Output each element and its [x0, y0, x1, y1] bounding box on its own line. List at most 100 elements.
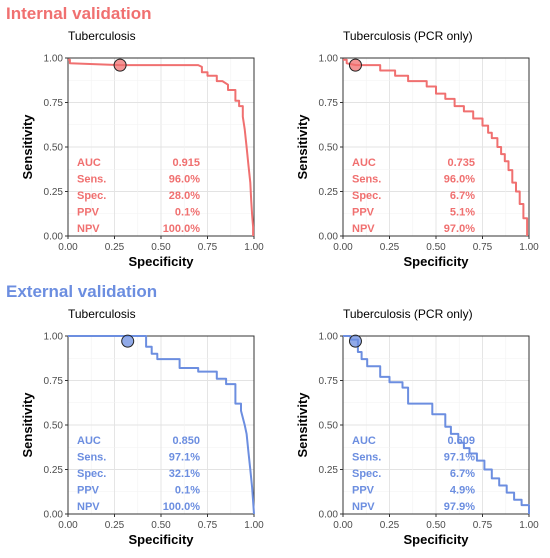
x-tick-label: 0.50: [151, 242, 171, 253]
stat-label: Spec.: [352, 190, 381, 202]
x-tick-label: 1.00: [519, 520, 539, 531]
stat-label: Spec.: [77, 468, 106, 480]
x-tick-label: 0.75: [198, 520, 218, 531]
x-tick-label: 0.25: [105, 242, 125, 253]
y-axis-label: Sensitivity: [295, 114, 310, 180]
stat-label: NPV: [77, 501, 100, 513]
y-tick-label: 1.00: [44, 332, 64, 343]
stat-value: 32.1%: [169, 468, 200, 480]
operating-point-marker: [348, 58, 362, 72]
stat-label: NPV: [77, 223, 100, 235]
stat-value: 0.609: [447, 435, 475, 447]
stat-label: PPV: [77, 207, 100, 219]
stat-value: 0.915: [172, 157, 200, 169]
stat-value: 96.0%: [169, 174, 200, 186]
x-axis-label: Specificity: [403, 254, 469, 269]
x-tick-label: 0.25: [380, 520, 400, 531]
stat-value: 96.0%: [444, 174, 475, 186]
y-tick-label: 0.75: [44, 376, 64, 387]
chart-title: Tuberculosis (PCR only): [343, 29, 473, 43]
y-tick-label: 0.25: [44, 187, 64, 198]
section-title-external: External validation: [6, 282, 158, 301]
y-tick-label: 1.00: [319, 54, 339, 65]
roc-chart-external-tuberculosis: Tuberculosis 0.00 0.25 0.50 0.75 1.00 0.00 0.25…: [20, 307, 264, 547]
stat-label: Spec.: [77, 190, 106, 202]
x-tick-label: 1.00: [519, 242, 539, 253]
x-tick-label: 0.25: [380, 242, 400, 253]
stat-label: Sens.: [77, 452, 106, 464]
stat-value: 97.1%: [444, 452, 475, 464]
x-tick-label: 1.00: [244, 242, 264, 253]
x-tick-label: 1.00: [244, 520, 264, 531]
y-tick-label: 0.00: [319, 510, 339, 521]
y-tick-label: 0.25: [44, 465, 64, 476]
stat-value: 5.1%: [450, 207, 475, 219]
y-axis-label: Sensitivity: [20, 114, 35, 180]
roc-chart-external-tuberculosis-pcr: Tuberculosis (PCR only) 0.00 0.25 0.50 0.75 1…: [295, 307, 539, 547]
y-tick-label: 0.50: [319, 143, 339, 154]
y-tick-label: 0.50: [44, 421, 64, 432]
x-axis-label: Specificity: [128, 254, 194, 269]
stat-label: PPV: [77, 485, 100, 497]
chart-title: Tuberculosis: [68, 307, 136, 321]
x-tick-label: 0.00: [333, 520, 353, 531]
stat-value: 0.850: [172, 435, 200, 447]
x-axis-label: Specificity: [403, 532, 469, 547]
stat-label: AUC: [352, 435, 376, 447]
roc-curve-line: [343, 335, 530, 514]
y-tick-label: 0.75: [319, 376, 339, 387]
y-tick-label: 1.00: [44, 54, 64, 65]
stat-value: 0.1%: [175, 485, 200, 497]
stat-label: PPV: [352, 207, 375, 219]
stat-label: Sens.: [352, 174, 381, 186]
x-tick-label: 0.00: [58, 520, 78, 531]
chart-title: Tuberculosis (PCR only): [343, 307, 473, 321]
y-tick-label: 0.50: [44, 143, 64, 154]
stat-label: Sens.: [352, 452, 381, 464]
stat-value: 6.7%: [450, 190, 475, 202]
x-tick-label: 0.50: [151, 520, 171, 531]
stat-label: AUC: [77, 157, 101, 169]
x-tick-label: 0.75: [198, 242, 218, 253]
x-tick-label: 0.00: [333, 242, 353, 253]
stat-value: 6.7%: [450, 468, 475, 480]
stat-value: 97.0%: [444, 223, 475, 235]
roc-curve-line: [68, 335, 255, 515]
stat-label: NPV: [352, 501, 375, 513]
stat-label: AUC: [352, 157, 376, 169]
y-tick-label: 0.75: [44, 98, 64, 109]
stat-label: Sens.: [77, 174, 106, 186]
y-tick-label: 0.75: [319, 98, 339, 109]
x-tick-label: 0.50: [426, 242, 446, 253]
y-tick-label: 1.00: [319, 332, 339, 343]
stat-value: 0.735: [447, 157, 475, 169]
operating-point-marker: [113, 58, 127, 72]
stat-value: 4.9%: [450, 485, 475, 497]
roc-curve-line: [68, 58, 255, 236]
y-tick-label: 0.50: [319, 421, 339, 432]
y-tick-label: 0.00: [44, 510, 64, 521]
roc-chart-internal-tuberculosis-pcr: Tuberculosis (PCR only) 0.00 0.25 0.50 0.75 1…: [295, 29, 539, 269]
roc-chart-internal-tuberculosis: Tuberculosis 0.00 0.25 0.50 0.75 1.00 0.00 0.25…: [20, 29, 264, 269]
stat-value: 97.9%: [444, 501, 475, 513]
roc-curve-line: [343, 58, 529, 236]
stat-label: NPV: [352, 223, 375, 235]
operating-point-marker: [121, 334, 135, 348]
section-title-internal: Internal validation: [6, 4, 152, 23]
x-tick-label: 0.25: [105, 520, 125, 531]
stat-value: 100.0%: [163, 501, 201, 513]
y-axis-label: Sensitivity: [20, 392, 35, 458]
stat-value: 100.0%: [163, 223, 201, 235]
operating-point-marker: [348, 334, 362, 348]
x-tick-label: 0.00: [58, 242, 78, 253]
chart-title: Tuberculosis: [68, 29, 136, 43]
y-tick-label: 0.25: [319, 187, 339, 198]
stat-value: 28.0%: [169, 190, 200, 202]
y-axis-label: Sensitivity: [295, 392, 310, 458]
y-tick-label: 0.00: [44, 232, 64, 243]
x-axis-label: Specificity: [128, 532, 194, 547]
x-tick-label: 0.50: [426, 520, 446, 531]
stat-label: Spec.: [352, 468, 381, 480]
y-tick-label: 0.25: [319, 465, 339, 476]
x-tick-label: 0.75: [473, 242, 493, 253]
